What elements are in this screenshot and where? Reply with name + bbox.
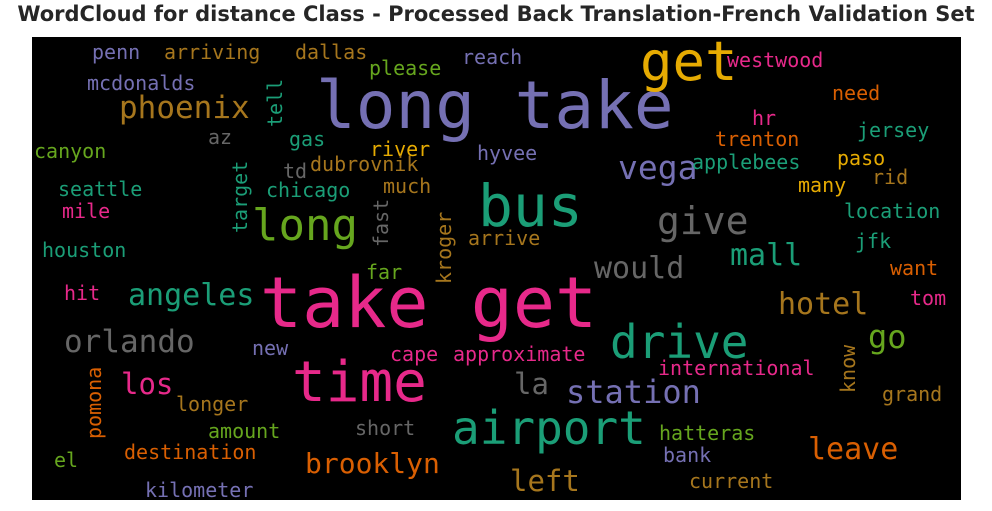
word: airport: [452, 401, 646, 455]
word: dubrovnik: [310, 152, 419, 176]
word: vega: [618, 148, 698, 187]
word: westwood: [727, 48, 824, 72]
word: dallas: [295, 40, 368, 64]
word: many: [798, 173, 847, 197]
word: long take: [316, 67, 674, 144]
word: arrive: [468, 226, 541, 250]
word: kilometer: [145, 478, 254, 500]
word: tom: [910, 286, 947, 310]
word: want: [890, 256, 939, 280]
word: canyon: [34, 139, 107, 163]
word: mall: [730, 238, 803, 273]
word: long: [252, 200, 358, 251]
word: would: [594, 251, 685, 286]
word: los: [121, 367, 174, 401]
word: penn: [92, 40, 141, 64]
word: jfk: [855, 229, 892, 253]
word: new: [252, 336, 289, 360]
word: gas: [289, 127, 326, 151]
word: river: [370, 137, 431, 161]
word: please: [369, 56, 442, 80]
word: approximate: [453, 342, 586, 366]
word: left: [510, 464, 580, 498]
word: pomona: [82, 366, 106, 439]
word: short: [355, 416, 416, 440]
word: mcdonalds: [87, 71, 196, 95]
word: kroger: [432, 211, 456, 284]
word: paso: [837, 146, 886, 170]
word: hit: [64, 281, 101, 305]
word: az: [208, 125, 233, 149]
word: bank: [663, 443, 712, 467]
word: el: [54, 448, 79, 472]
word: trenton: [715, 127, 800, 151]
word: la: [514, 367, 549, 401]
word: hotel: [778, 287, 869, 322]
word: much: [383, 174, 432, 198]
word: jersey: [857, 118, 930, 142]
word: bus: [478, 172, 583, 240]
word: target: [228, 160, 252, 233]
word: mile: [62, 199, 111, 223]
word: hr: [752, 106, 777, 130]
word: chicago: [266, 178, 351, 202]
word: applebees: [692, 150, 801, 174]
word: current: [689, 469, 774, 493]
word: amount: [208, 419, 281, 443]
word: phoenix: [119, 90, 250, 126]
word: location: [844, 199, 941, 223]
word: fast: [369, 198, 393, 247]
word: hatteras: [659, 421, 756, 445]
word: time: [292, 350, 427, 415]
word: cape: [390, 342, 439, 366]
word: brooklyn: [305, 447, 440, 480]
word: take get: [260, 262, 598, 344]
word: seattle: [58, 177, 143, 201]
word: longer: [176, 392, 249, 416]
word: rid: [872, 165, 909, 189]
word: leave: [808, 432, 899, 467]
word: get: [640, 37, 738, 93]
word: arriving: [164, 40, 261, 64]
word: houston: [42, 238, 127, 262]
word: give: [657, 199, 749, 243]
word: go: [868, 318, 907, 356]
word: orlando: [64, 324, 195, 360]
word: angeles: [128, 278, 255, 313]
chart-title: WordCloud for distance Class - Processed…: [17, 2, 975, 26]
word-cloud: long take take get get bus time airport …: [32, 37, 961, 500]
word: station: [566, 373, 701, 411]
word: far: [366, 260, 403, 284]
word: hyvee: [477, 141, 538, 165]
word: tell: [263, 78, 287, 127]
word: drive: [610, 315, 749, 369]
word: destination: [124, 440, 257, 464]
word: td: [283, 159, 308, 183]
word: grand: [882, 382, 943, 406]
word: reach: [462, 45, 523, 69]
word: international: [658, 356, 815, 380]
word: need: [832, 81, 881, 105]
word: know: [836, 344, 860, 393]
